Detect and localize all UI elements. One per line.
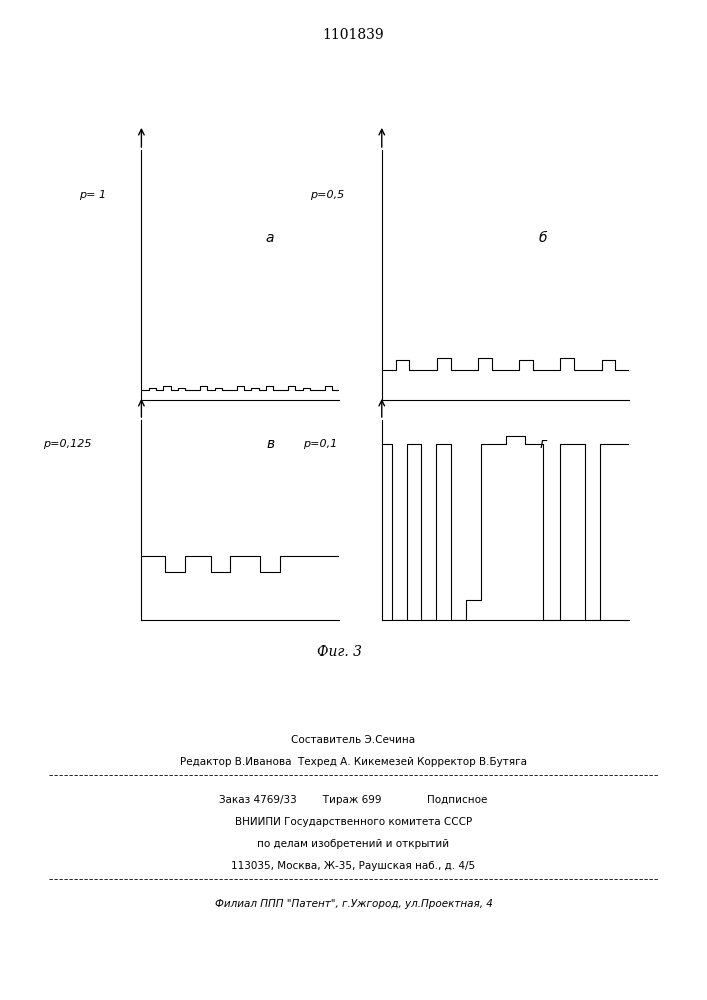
Text: 1101839: 1101839 [322,28,385,42]
Text: г: г [539,437,547,451]
Text: Заказ 4769/33        Тираж 699              Подписное: Заказ 4769/33 Тираж 699 Подписное [219,795,488,805]
Text: Филиал ППП "Патент", г.Ужгород, ул.Проектная, 4: Филиал ППП "Патент", г.Ужгород, ул.Проек… [214,899,493,909]
Text: ВНИИПИ Государственного комитета СССР: ВНИИПИ Государственного комитета СССР [235,817,472,827]
Text: Редактор В.Иванова  Техред А. Кикемезей Корректор В.Бутяга: Редактор В.Иванова Техред А. Кикемезей К… [180,757,527,767]
Text: по делам изобретений и открытий: по делам изобретений и открытий [257,839,450,849]
Text: в: в [266,437,274,451]
Text: Фиг. 3: Фиг. 3 [317,645,362,659]
Text: р= 1: р= 1 [78,190,106,200]
Text: Составитель Э.Сечина: Составитель Э.Сечина [291,735,416,745]
Text: р=0,125: р=0,125 [43,439,92,449]
Text: б: б [538,231,547,244]
Text: а: а [266,231,274,244]
Text: 113035, Москва, Ж-35, Раушская наб., д. 4/5: 113035, Москва, Ж-35, Раушская наб., д. … [231,861,476,871]
Text: р=0,1: р=0,1 [303,439,337,449]
Text: р=0,5: р=0,5 [310,190,345,200]
